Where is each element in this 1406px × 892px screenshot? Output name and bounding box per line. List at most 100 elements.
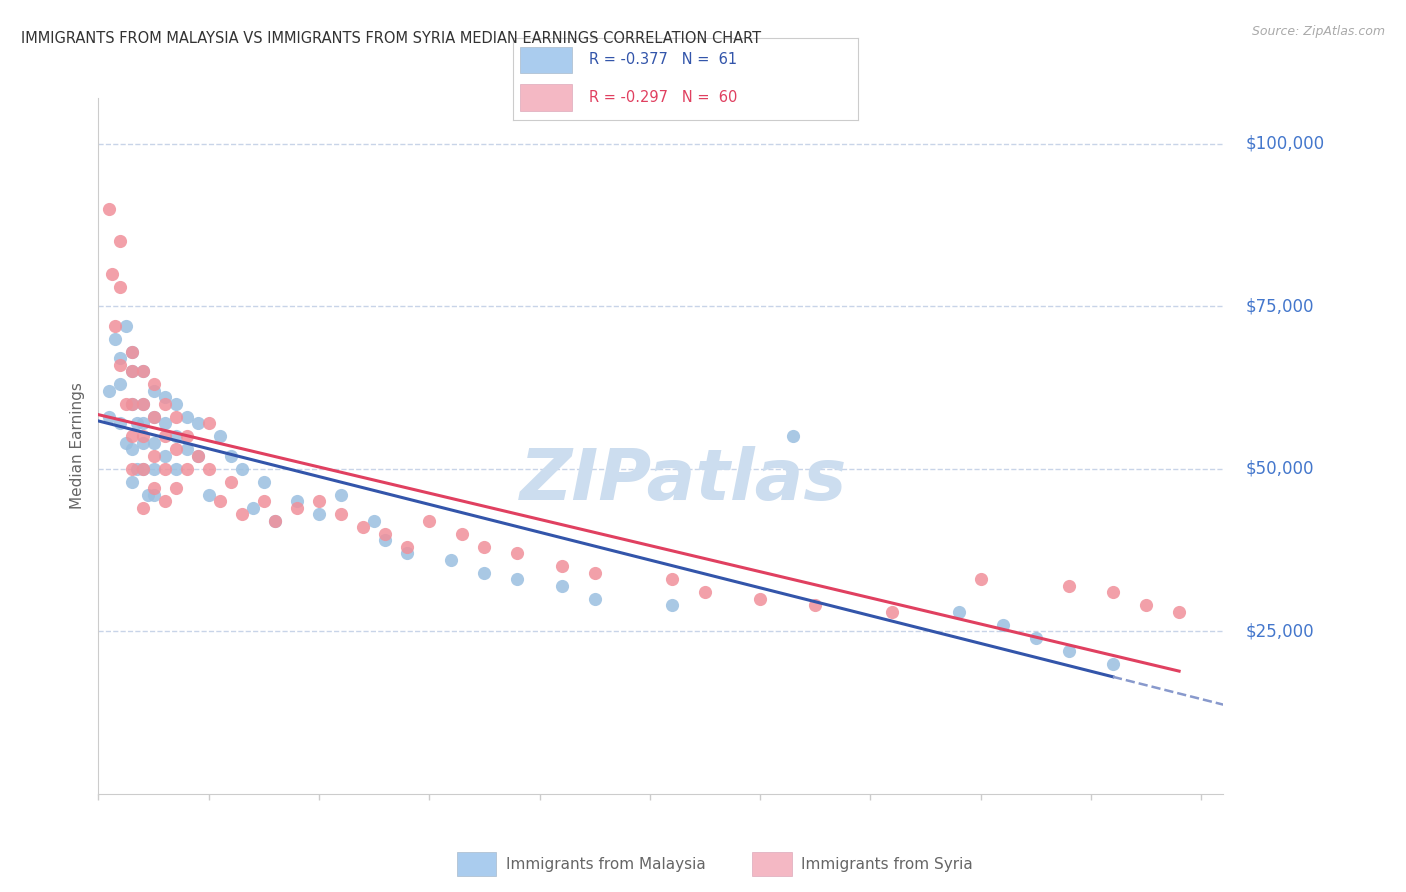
Point xyxy=(121,344,143,359)
Point xyxy=(165,481,187,495)
Point xyxy=(363,514,385,528)
Point xyxy=(396,546,419,560)
Point xyxy=(661,572,683,586)
Point xyxy=(1057,644,1080,658)
Point xyxy=(165,397,187,411)
Text: $100,000: $100,000 xyxy=(1246,135,1324,153)
Point xyxy=(142,409,165,424)
Point xyxy=(219,475,242,489)
Text: 10.0%: 10.0% xyxy=(1153,839,1201,855)
Point xyxy=(176,429,198,443)
Point xyxy=(969,572,991,586)
Y-axis label: Median Earnings: Median Earnings xyxy=(69,383,84,509)
Text: Immigrants from Syria: Immigrants from Syria xyxy=(801,856,973,871)
Point xyxy=(550,559,572,574)
Point xyxy=(104,318,127,333)
Point xyxy=(374,533,396,548)
Point xyxy=(176,462,198,476)
Point xyxy=(242,500,264,515)
Point xyxy=(474,566,496,580)
Point xyxy=(131,435,153,450)
Point xyxy=(165,429,187,443)
Point xyxy=(474,540,496,554)
Point xyxy=(142,462,165,476)
Point xyxy=(131,397,153,411)
Point xyxy=(131,364,153,378)
Point xyxy=(153,416,176,430)
Point xyxy=(991,617,1014,632)
Point xyxy=(253,475,276,489)
Point xyxy=(583,566,606,580)
Point xyxy=(110,416,132,430)
Point xyxy=(208,429,231,443)
Point xyxy=(121,475,143,489)
Point xyxy=(506,572,529,586)
Point xyxy=(110,351,132,366)
Point xyxy=(418,514,440,528)
Point xyxy=(104,332,127,346)
Point xyxy=(187,449,209,463)
Text: $75,000: $75,000 xyxy=(1246,297,1315,315)
Point xyxy=(187,449,209,463)
Bar xyxy=(457,852,496,876)
Point xyxy=(165,409,187,424)
Point xyxy=(583,591,606,606)
Point xyxy=(231,462,253,476)
Point xyxy=(121,429,143,443)
Point xyxy=(285,500,308,515)
Point xyxy=(131,429,153,443)
Point xyxy=(352,520,374,534)
Point xyxy=(661,599,683,613)
Bar xyxy=(752,852,792,876)
Text: $25,000: $25,000 xyxy=(1246,623,1315,640)
Point xyxy=(1057,579,1080,593)
Text: ZIPatlas: ZIPatlas xyxy=(520,446,846,516)
Point xyxy=(121,364,143,378)
Text: $50,000: $50,000 xyxy=(1246,459,1315,478)
Point xyxy=(219,449,242,463)
Point xyxy=(142,409,165,424)
Point xyxy=(263,514,285,528)
Point xyxy=(121,442,143,457)
Point xyxy=(98,384,121,398)
Point xyxy=(263,514,285,528)
Point xyxy=(131,462,153,476)
Point xyxy=(115,318,138,333)
Point xyxy=(176,442,198,457)
Point xyxy=(396,540,419,554)
Point xyxy=(142,481,165,495)
Point xyxy=(308,508,330,522)
Point xyxy=(1102,585,1125,599)
Point xyxy=(308,494,330,508)
Point xyxy=(330,508,353,522)
Point xyxy=(121,344,143,359)
Point xyxy=(100,267,122,281)
Point xyxy=(1168,605,1191,619)
Point xyxy=(451,526,474,541)
Point xyxy=(142,449,165,463)
Point xyxy=(374,526,396,541)
Point xyxy=(136,488,159,502)
Point xyxy=(176,409,198,424)
Point xyxy=(197,488,219,502)
Point xyxy=(110,358,132,372)
Point xyxy=(98,202,121,216)
Point xyxy=(506,546,529,560)
Point xyxy=(142,488,165,502)
Point xyxy=(121,397,143,411)
Point xyxy=(153,494,176,508)
Point xyxy=(110,279,132,293)
Point xyxy=(131,397,153,411)
Point xyxy=(550,579,572,593)
Point xyxy=(121,462,143,476)
Point xyxy=(153,390,176,404)
Point xyxy=(115,435,138,450)
Point xyxy=(208,494,231,508)
Point xyxy=(1102,657,1125,671)
Point xyxy=(253,494,276,508)
Point xyxy=(1135,599,1157,613)
Point xyxy=(153,397,176,411)
Point xyxy=(187,416,209,430)
Point xyxy=(197,416,219,430)
Point xyxy=(131,500,153,515)
